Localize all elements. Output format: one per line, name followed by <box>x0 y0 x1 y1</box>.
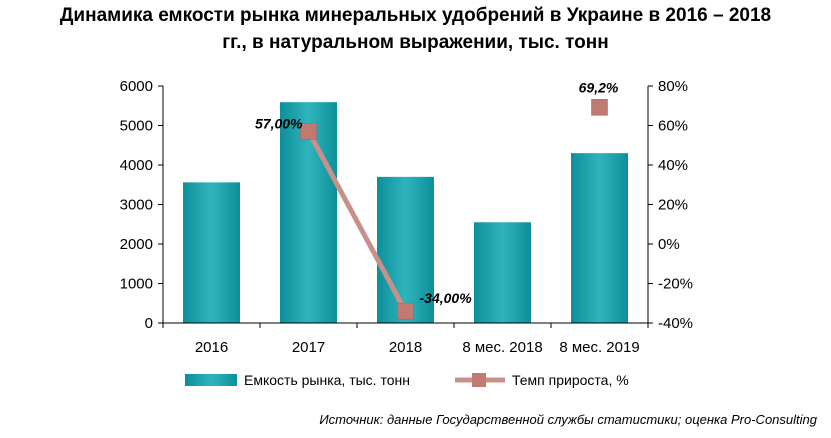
x-tick-label-0: 2016 <box>195 339 228 356</box>
y-left-tick-label-1: 1000 <box>120 276 153 293</box>
legend-line-marker <box>472 373 486 387</box>
chart-title-line1: Динамика емкости рынка минеральных удобр… <box>59 5 772 26</box>
growth-data-label-4: 69,2% <box>579 79 619 95</box>
y-right-tick-label-3: 20% <box>658 197 688 214</box>
y-left-tick-label-0: 0 <box>145 315 153 332</box>
legend-line-label: Темп прироста, % <box>512 372 629 388</box>
bar-0 <box>183 182 240 323</box>
growth-data-label-1: 57,00% <box>255 115 303 131</box>
bar-3 <box>474 222 531 323</box>
y-right-tick-label-5: 60% <box>658 118 688 135</box>
legend-bar-swatch <box>185 374 237 386</box>
growth-marker-2 <box>397 302 414 320</box>
y-left-tick-label-2: 2000 <box>120 236 153 253</box>
growth-line-series: 57,00% -34,00% 69,2% <box>255 79 619 320</box>
axes: 0 1000 2000 3000 4000 5000 6000 -40% -20% 0% 20% 40… <box>120 78 693 356</box>
x-tick-label-3: 8 мес. 2018 <box>462 339 542 356</box>
growth-line-segment-1 <box>306 128 408 314</box>
y-right-tick-label-0: -40% <box>658 315 693 332</box>
source-note: Источник: данные Государственной службы … <box>319 412 817 427</box>
y-left-tick-label-5: 5000 <box>120 118 153 135</box>
y-right-tick-label-1: -20% <box>658 276 693 293</box>
legend: Емкость рынка, тыс. тонн Темп прироста, % <box>185 372 629 388</box>
growth-data-label-2: -34,00% <box>420 290 473 306</box>
growth-marker-4 <box>591 99 608 116</box>
y-left-tick-label-4: 4000 <box>120 157 153 174</box>
growth-marker-1 <box>300 123 317 140</box>
x-tick-label-4: 8 мес. 2019 <box>559 339 639 356</box>
bar-4 <box>571 153 628 323</box>
y-right-tick-label-6: 80% <box>658 78 688 95</box>
x-tick-label-2: 2018 <box>389 339 422 356</box>
y-right-tick-label-2: 0% <box>658 236 680 253</box>
bar-2 <box>377 176 434 323</box>
y-right-tick-label-4: 40% <box>658 157 688 174</box>
legend-bar-label: Емкость рынка, тыс. тонн <box>244 372 410 388</box>
bar-series <box>183 102 628 323</box>
x-tick-label-1: 2017 <box>292 339 325 356</box>
chart-title-line2: гг., в натуральном выражении, тыс. тонн <box>222 32 609 53</box>
chart-title: Динамика емкости рынка минеральных удобр… <box>0 2 831 56</box>
y-left-tick-label-6: 6000 <box>120 78 153 95</box>
y-left-tick-label-3: 3000 <box>120 197 153 214</box>
